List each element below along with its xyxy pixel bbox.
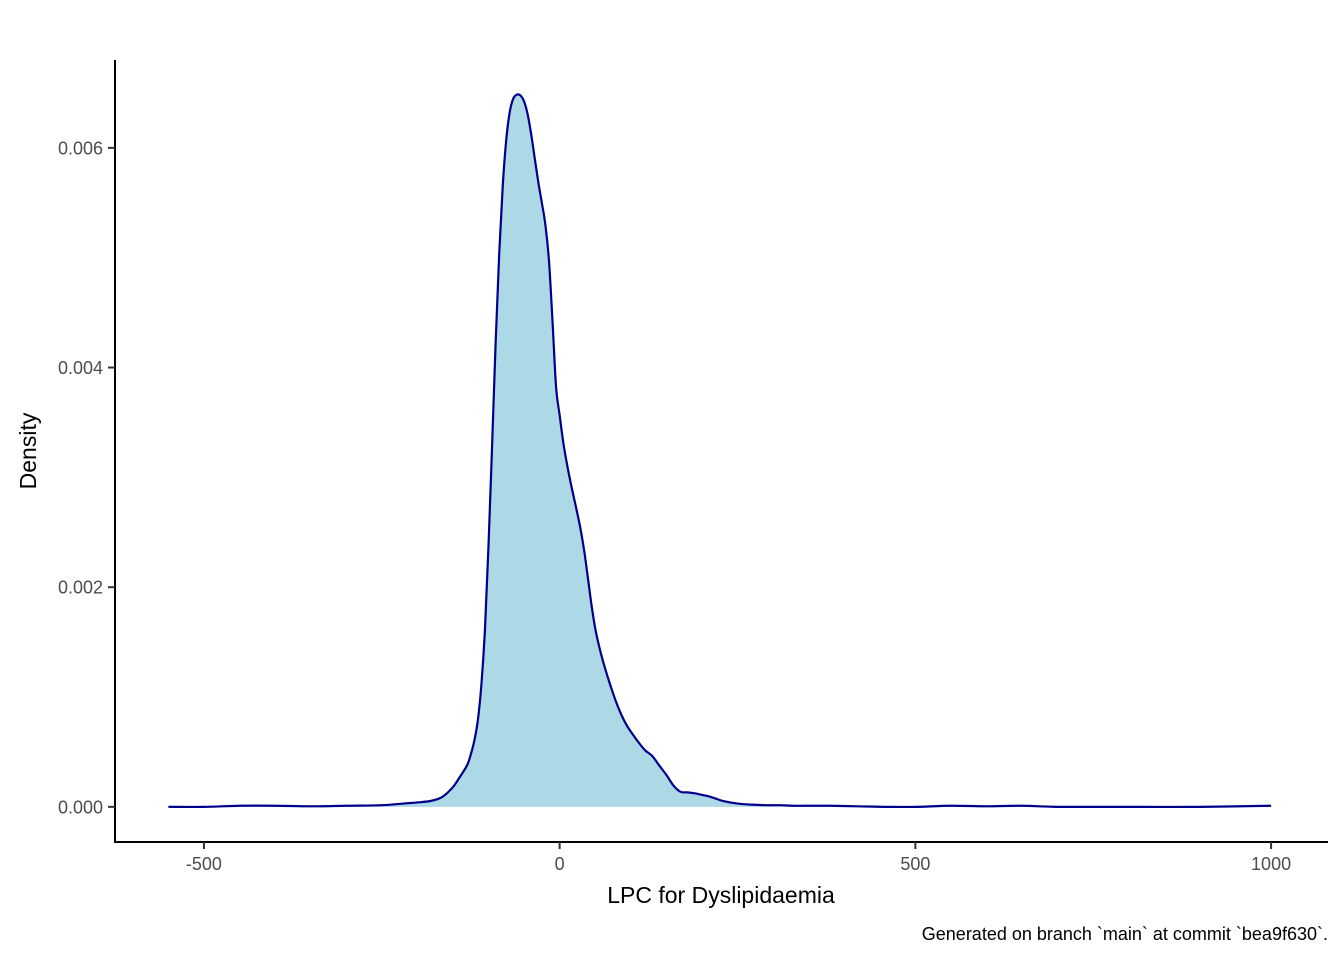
- density-area: [168, 94, 1272, 807]
- x-tick-label: 500: [900, 854, 930, 874]
- y-tick-label: 0.000: [58, 797, 103, 817]
- y-tick-label: 0.002: [58, 578, 103, 598]
- y-axis-title: Density: [15, 412, 41, 489]
- x-axis-ticks: -500 0 500 1000: [186, 842, 1291, 874]
- x-tick-label: 0: [555, 854, 565, 874]
- y-tick-label: 0.004: [58, 358, 103, 378]
- density-area-group: [168, 93, 1272, 809]
- x-tick-label: 1000: [1251, 854, 1291, 874]
- y-tick-label: 0.006: [58, 138, 103, 158]
- caption: Generated on branch `main` at commit `be…: [922, 924, 1328, 944]
- density-line: [168, 93, 1272, 809]
- x-tick-label: -500: [186, 854, 222, 874]
- y-axis-ticks: 0.000 0.002 0.004 0.006: [58, 138, 115, 817]
- x-axis-title: LPC for Dyslipidaemia: [607, 882, 835, 908]
